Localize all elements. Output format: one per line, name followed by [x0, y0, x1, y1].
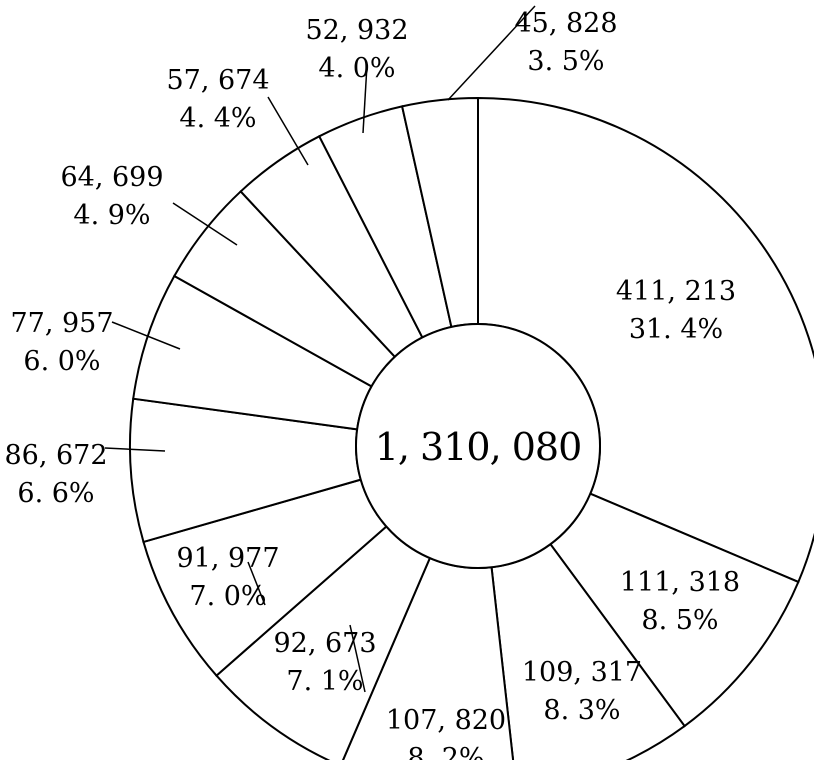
slice-percent-label-1: 31. 4% — [629, 314, 723, 345]
slice-value-label-1: 411, 213 — [616, 276, 736, 307]
leader-line-8 — [111, 321, 181, 350]
slice-percent-label-12: 3. 5% — [527, 46, 604, 77]
slice-percent-label-9: 4. 9% — [73, 200, 150, 231]
center-hole — [355, 323, 601, 569]
slices-group — [129, 96, 814, 760]
slice-percent-label-11: 4. 0% — [318, 53, 395, 84]
labels-group: 411, 213 31. 4% 111, 318 8. 5% 109, 317 8. 3%… — [4, 5, 740, 760]
slice-value-label-4: 107, 820 — [386, 705, 506, 736]
slice-percent-label-5: 7. 1% — [286, 666, 363, 697]
total-label: 1, 310, 080 — [375, 425, 582, 469]
slice-percent-label-8: 6. 0% — [23, 346, 100, 377]
slice-percent-label-7: 6. 6% — [17, 478, 94, 509]
leader-line-6 — [247, 561, 266, 606]
slice-percent-label-6: 7. 0% — [189, 581, 266, 612]
leader-line-12 — [447, 5, 536, 101]
slice-percent-label-3: 8. 3% — [543, 695, 620, 726]
slice-percent-label-10: 4. 4% — [179, 103, 256, 134]
slice-value-label-12: 45, 828 — [514, 8, 617, 39]
leader-line-9 — [172, 202, 238, 246]
leader-line-11 — [362, 64, 368, 134]
slice-value-label-9: 64, 699 — [60, 162, 163, 193]
slice-percent-label-4: 8. 2% — [407, 743, 484, 760]
leader-line-5 — [349, 624, 366, 693]
slice-value-label-5: 92, 673 — [273, 628, 376, 659]
slice-value-label-6: 91, 977 — [176, 543, 279, 574]
slice-percent-label-2: 8. 5% — [641, 605, 718, 636]
slice-value-label-3: 109, 317 — [522, 657, 642, 688]
leader-line-7 — [104, 447, 166, 452]
slice-value-label-11: 52, 932 — [305, 15, 408, 46]
leader-line-10 — [267, 96, 309, 166]
slice-value-label-8: 77, 957 — [10, 308, 113, 339]
slice-value-label-2: 111, 318 — [620, 567, 740, 598]
slice-value-label-10: 57, 674 — [166, 65, 269, 96]
slice-value-label-7: 86, 672 — [4, 440, 107, 471]
